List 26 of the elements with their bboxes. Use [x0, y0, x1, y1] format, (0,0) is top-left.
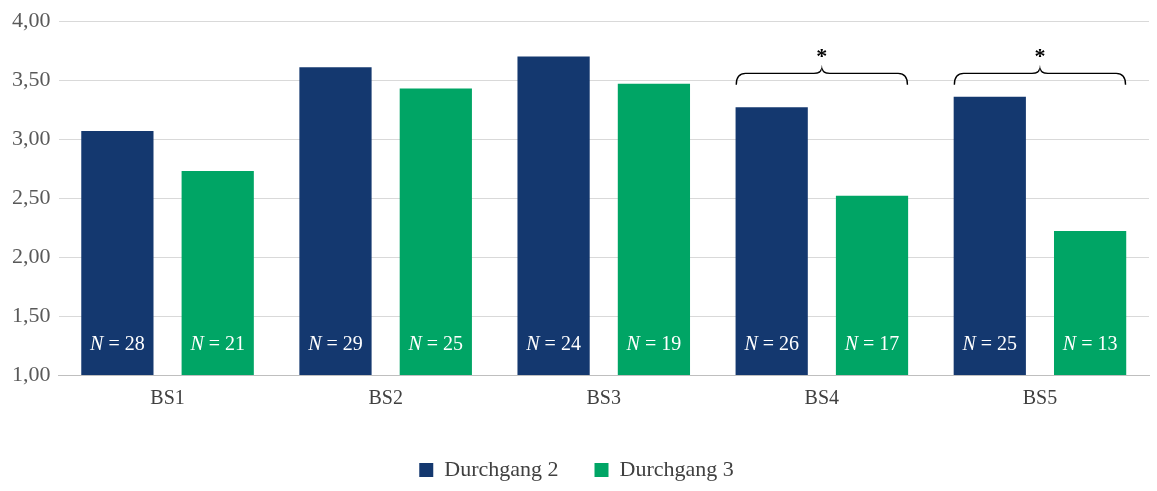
y-tick-label: 3,50: [12, 65, 51, 91]
x-tick-label: BS4: [804, 386, 840, 409]
annotation: N = 19: [625, 332, 682, 355]
y-tick-label: 1,00: [12, 360, 51, 386]
x-tick-label: BS5: [1022, 386, 1058, 409]
y-tick-label: 1,50: [12, 301, 51, 327]
annotation: N = 28: [89, 332, 145, 355]
y-tick-label: 2,50: [12, 183, 51, 209]
annotation: N = 13: [1061, 332, 1118, 355]
x-tick-label: BS1: [150, 386, 185, 409]
annotation: N = 25: [407, 332, 464, 355]
annotation: *: [816, 42, 828, 68]
annotation: N = 25: [961, 332, 1018, 355]
x-tick-label: BS2: [368, 386, 403, 409]
annotation: N = 24: [525, 332, 581, 355]
annotation: N = 21: [189, 332, 246, 355]
y-tick-label: 2,00: [12, 242, 51, 268]
x-tick-label: BS3: [586, 386, 621, 409]
legend-label: Durchgang 3: [619, 455, 734, 481]
annotation: N = 29: [307, 332, 363, 355]
annotation: *: [1034, 42, 1046, 68]
annotation: N = 17: [843, 332, 900, 355]
annotation: N = 26: [743, 332, 799, 355]
y-tick-label: 4,00: [12, 6, 51, 32]
y-tick-label: 3,00: [12, 124, 51, 150]
legend-label: Durchgang 2: [444, 455, 559, 481]
